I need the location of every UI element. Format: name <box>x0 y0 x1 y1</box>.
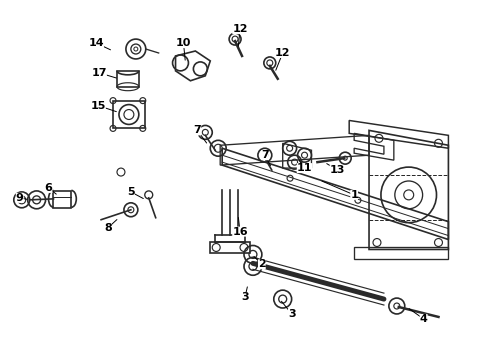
Text: 1: 1 <box>349 190 357 200</box>
Text: 14: 14 <box>88 38 104 48</box>
Text: 3: 3 <box>287 309 295 319</box>
Text: 4: 4 <box>419 314 427 324</box>
Text: 12: 12 <box>274 48 290 58</box>
Text: 10: 10 <box>175 38 191 48</box>
Text: 15: 15 <box>90 100 105 111</box>
Text: 13: 13 <box>329 165 344 175</box>
Text: 9: 9 <box>16 193 23 203</box>
Text: 8: 8 <box>104 222 112 233</box>
Bar <box>210 242 249 253</box>
Text: 5: 5 <box>127 187 134 197</box>
Text: 7: 7 <box>193 125 201 135</box>
Bar <box>113 100 144 129</box>
Text: 12: 12 <box>232 24 247 34</box>
Text: 3: 3 <box>241 292 248 302</box>
Bar <box>117 71 139 87</box>
Text: 17: 17 <box>91 68 107 78</box>
Text: 16: 16 <box>232 226 247 237</box>
Text: 11: 11 <box>296 163 312 173</box>
Text: 2: 2 <box>258 259 265 269</box>
Text: 7: 7 <box>261 150 268 160</box>
Text: 6: 6 <box>44 183 52 193</box>
